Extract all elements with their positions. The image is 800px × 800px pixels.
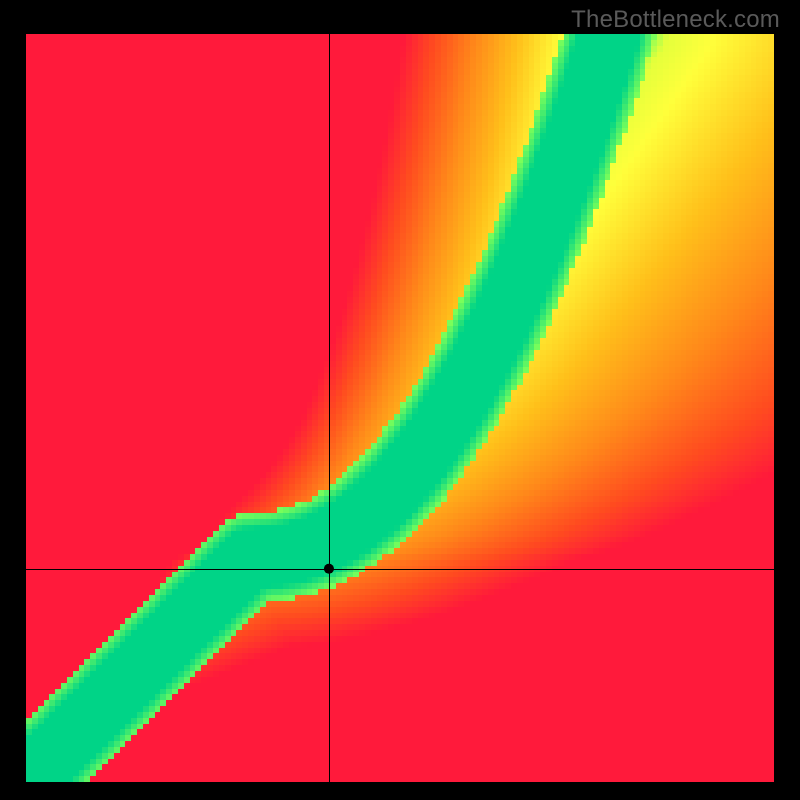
- heatmap-canvas: [26, 34, 774, 782]
- watermark-text: TheBottleneck.com: [571, 6, 780, 34]
- heatmap-plot: [26, 34, 774, 782]
- chart-root: { "watermark": { "text": "TheBottleneck.…: [0, 0, 800, 800]
